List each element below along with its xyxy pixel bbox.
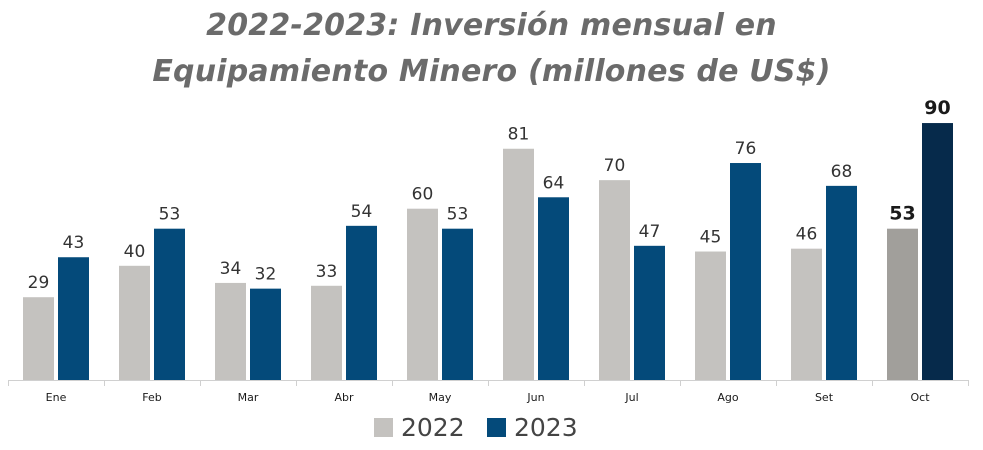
data-label-2023-Jun: 64 — [543, 173, 565, 193]
bar-2023-Set — [826, 185, 857, 380]
bar-2022-Abr — [311, 285, 342, 380]
legend-swatch-2023 — [487, 418, 506, 437]
data-label-2022-Feb: 40 — [124, 242, 146, 262]
data-label-2022-May: 60 — [412, 185, 434, 205]
x-tick-label-Abr: Abr — [334, 391, 354, 404]
bar-2022-May — [407, 208, 438, 380]
bar-2022-Ene — [23, 297, 54, 380]
legend-label-2022: 2022 — [401, 413, 465, 442]
x-tick-label-Mar: Mar — [238, 391, 259, 404]
x-tick-label-Feb: Feb — [142, 391, 161, 404]
bar-2023-Ago — [730, 163, 761, 380]
bar-2022-Feb — [119, 265, 150, 380]
bar-2022-Set — [791, 248, 822, 380]
data-label-2022-Ene: 29 — [28, 273, 50, 293]
x-tick-label-Ago: Ago — [717, 391, 739, 404]
bar-2022-Ago — [695, 251, 726, 380]
bar-2023-Jul — [634, 245, 665, 380]
chart-title-line-2: Equipamiento Minero (millones de US$) — [152, 54, 831, 89]
data-label-2022-Jun: 81 — [508, 125, 530, 145]
data-label-2023-Jul: 47 — [639, 222, 661, 242]
bar-2023-Ene — [58, 257, 89, 380]
bar-2023-Mar — [250, 288, 281, 380]
data-label-2023-Ago: 76 — [735, 139, 757, 159]
data-label-2022-Ago: 45 — [700, 228, 722, 248]
bar-2023-May — [442, 228, 473, 380]
data-label-2022-Abr: 33 — [316, 262, 338, 282]
data-label-2023-May: 53 — [447, 205, 469, 225]
bar-2022-Mar — [215, 282, 246, 380]
bar-2022-Jul — [599, 180, 630, 380]
bar-2023-Abr — [346, 225, 377, 380]
x-tick-label-Jul: Jul — [624, 391, 638, 404]
data-label-2022-Mar: 34 — [220, 259, 242, 279]
data-label-2023-Set: 68 — [831, 162, 853, 182]
chart-title-line-1: 2022-2023: Inversión mensual en — [206, 8, 777, 43]
data-label-2023-Ene: 43 — [63, 233, 85, 253]
data-label-2023-Abr: 54 — [351, 202, 373, 222]
data-label-2022-Jul: 70 — [604, 156, 626, 176]
x-tick-label-Ene: Ene — [46, 391, 67, 404]
x-tick-label-Jun: Jun — [526, 391, 544, 404]
data-label-2022-Oct: 53 — [889, 203, 915, 225]
data-label-2022-Set: 46 — [796, 225, 818, 245]
bar-2023-Feb — [154, 228, 185, 380]
x-tick-label-May: May — [429, 391, 452, 404]
legend-swatch-2022 — [374, 418, 393, 437]
x-tick-label-Oct: Oct — [910, 391, 930, 404]
legend-label-2023: 2023 — [514, 413, 578, 442]
bar-2022-Jun — [503, 148, 534, 380]
bar-2022-Oct — [887, 228, 918, 380]
data-label-2023-Oct: 90 — [924, 97, 950, 119]
x-tick-label-Set: Set — [815, 391, 834, 404]
bar-2023-Jun — [538, 197, 569, 380]
bar-2023-Oct — [922, 123, 953, 381]
data-label-2023-Mar: 32 — [255, 265, 277, 285]
data-label-2023-Feb: 53 — [159, 205, 181, 225]
